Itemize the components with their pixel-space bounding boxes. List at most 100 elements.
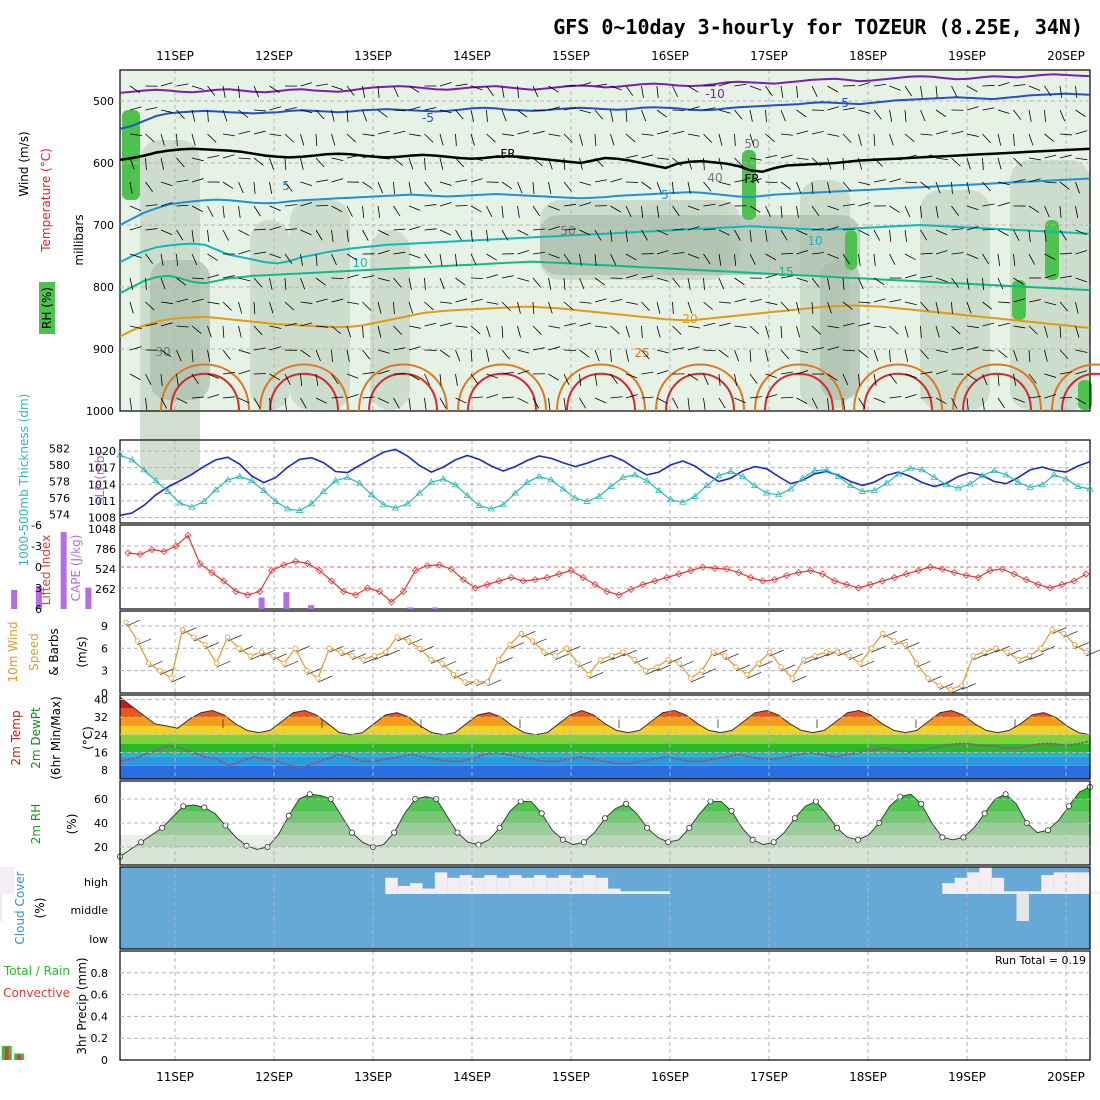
wind-barb [749,133,755,146]
wind-barb [331,157,344,162]
cape-bar [407,607,414,609]
wind-barb [393,397,400,409]
rh-tick: 40 [94,817,108,830]
wind-barb [331,85,344,91]
thickness-point [906,464,915,471]
wind-barb [625,325,630,338]
wind-barb [272,653,287,661]
wind-barb [889,253,896,265]
wind-barb [920,154,933,159]
wind-barb [191,373,199,385]
wind-barb [498,657,513,664]
wind-barb [966,133,979,137]
wind-barb [997,397,1005,409]
wind-speed-point [518,630,524,636]
wind-speed-point [134,638,140,644]
lifted-index-point [699,563,707,571]
thickness-point [379,500,388,508]
wind-barb [780,349,790,360]
wind-barb [765,349,769,362]
wind-barb [966,325,979,329]
wind-barb [548,301,553,314]
wind-barb [594,229,602,241]
wind-barb [827,133,840,137]
rh-point [791,815,798,822]
wind-speed-point [767,649,773,655]
wind-barb [176,133,178,146]
wind-barb [284,204,297,207]
wind-barb [1059,154,1072,159]
wind-barb [1013,84,1026,87]
wind-barb [920,109,926,122]
cloud-bar-high [496,877,510,894]
wind-barb [827,397,830,410]
wind-barb [129,85,141,94]
wind-barb [594,373,598,386]
cloud-bar-high [608,888,621,894]
isotherm-label: 10 [352,256,367,270]
wind-speed-point [315,675,321,681]
wind-barb [594,325,607,328]
panel-frame [119,610,1091,694]
wind-barb [331,396,344,399]
thickness-point [966,480,974,487]
axis-label: Speed [27,633,41,671]
wind-barb [517,397,529,404]
panel-frame [119,694,1091,780]
wind-barb [997,349,1008,358]
wind-barb [315,349,321,362]
wind-barb [997,133,1002,146]
wind-barb [315,109,325,120]
wind-barb [703,228,716,231]
date-label: 15SEP [552,49,590,63]
wind-speed-point [258,649,265,655]
wind-barb [331,373,339,385]
wind-barb [811,347,824,351]
wind-barb [718,322,731,327]
temp-band [120,697,1090,709]
wind-barb [548,346,561,351]
cloud-bar-high [1041,875,1054,894]
wind-barb [517,109,528,118]
wind-barb [521,630,536,638]
wind-speed-point [936,682,942,689]
wind-barb [300,322,313,327]
wind-barb [393,251,406,255]
wind-barb [439,322,452,327]
wind-barb [548,157,553,170]
wind-barb [703,181,712,192]
wind-barb [393,325,403,335]
wind-barb [594,397,607,404]
wind-barb [966,277,970,290]
wind-barb [269,157,274,170]
wind-barb [548,397,551,410]
wind-barb [238,205,241,218]
wind-barb [871,645,886,653]
wind-barb [703,203,716,207]
lifted-index-point [316,566,324,575]
wind-barb [207,253,218,261]
wind-barb [995,645,1010,653]
wind-speed-point [642,668,649,674]
wind-barb [842,203,855,207]
date-label: 15SEP [552,1070,590,1084]
lifted-index-point [771,576,779,584]
axis-label: (m/s) [75,636,89,667]
wind-barb [284,157,287,170]
wind-barb [966,106,979,111]
wind-barb [300,349,311,358]
wind-barb [424,397,427,410]
wind-barb [827,157,832,170]
precip-tick: 0.6 [91,989,109,1002]
wind-barb [455,109,464,120]
cloud-cover-panel: high middle low (%) Cloud Cover [0,866,1100,950]
wind-barb [1075,370,1088,375]
isotherm-25 [358,363,448,412]
axis-label: Wind (m/s) [17,131,31,196]
wind-barb [253,181,256,194]
lifted-index-point [723,565,731,573]
wind-barb [129,133,142,137]
wind-barb [935,157,948,161]
wind-barb [222,301,232,311]
wind-barb [858,109,871,114]
